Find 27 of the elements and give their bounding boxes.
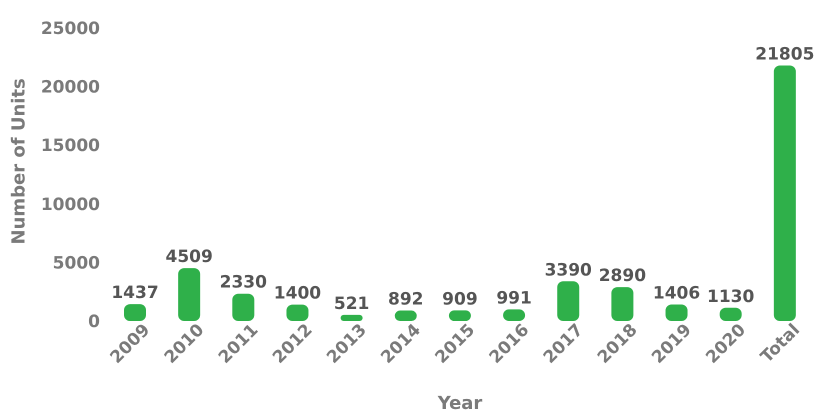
bar bbox=[774, 65, 796, 321]
data-label: 2330 bbox=[220, 272, 268, 293]
bar bbox=[178, 268, 200, 321]
data-label: 2890 bbox=[598, 266, 646, 286]
y-tick-label: 25000 bbox=[40, 19, 100, 40]
y-tick-label: 20000 bbox=[40, 78, 100, 98]
bar bbox=[340, 314, 363, 321]
data-label: 892 bbox=[388, 290, 424, 310]
data-label: 1130 bbox=[707, 286, 755, 307]
data-label: 1400 bbox=[274, 284, 322, 304]
bar bbox=[557, 281, 580, 321]
data-label: 909 bbox=[442, 289, 478, 310]
data-label: 3390 bbox=[544, 260, 592, 280]
y-axis-title: Number of Units bbox=[8, 78, 30, 244]
bar bbox=[611, 287, 634, 321]
data-label: 991 bbox=[496, 288, 532, 308]
bar bbox=[232, 294, 254, 321]
data-label: 1437 bbox=[111, 283, 159, 304]
data-label: 21805 bbox=[755, 44, 814, 64]
y-tick-label: 10000 bbox=[40, 194, 100, 215]
y-tick-label: 0 bbox=[88, 312, 100, 332]
data-label: 1406 bbox=[652, 284, 700, 304]
x-axis-title: Year bbox=[436, 393, 482, 414]
data-label: 4509 bbox=[165, 247, 213, 268]
data-label: 521 bbox=[334, 294, 370, 314]
y-tick-label: 5000 bbox=[52, 253, 100, 274]
y-tick-label: 15000 bbox=[40, 136, 100, 156]
